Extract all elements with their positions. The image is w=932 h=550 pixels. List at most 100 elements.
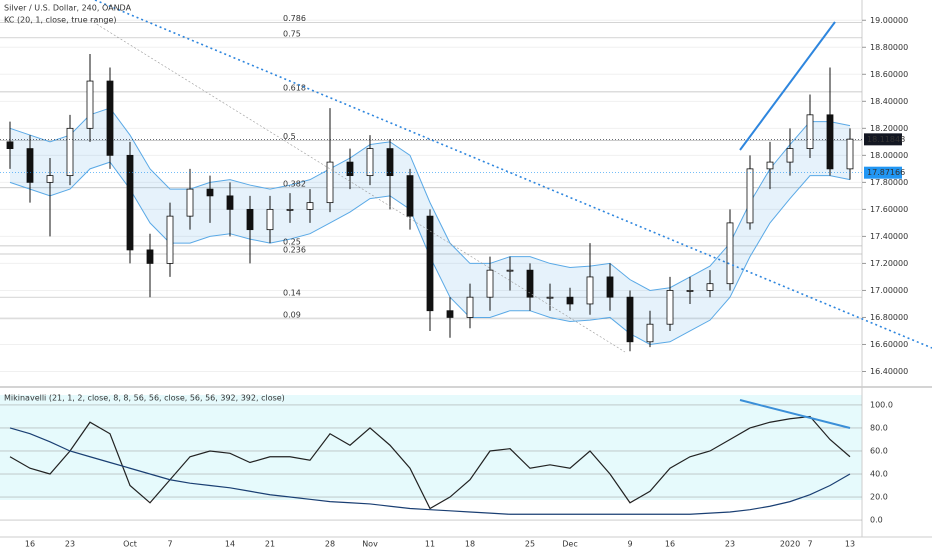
y-tick-label: 18.60000	[870, 70, 908, 79]
fib-label: 0.25	[283, 237, 301, 246]
y-tick-label: 18.80000	[870, 43, 908, 52]
fib-label: 0.75	[283, 29, 301, 38]
y-tick-label: 60.0	[870, 446, 888, 455]
x-tick-label: Oct	[123, 540, 137, 549]
y-tick-label: 40.0	[870, 470, 888, 479]
fib-label: 0.14	[283, 289, 301, 298]
x-tick-label: 25	[525, 540, 535, 549]
oscillator-line	[9, 427, 851, 515]
candle-body	[346, 161, 354, 177]
chart-title: Silver / U.S. Dollar, 240, OANDA	[4, 4, 132, 13]
x-tick-label: 7	[807, 540, 812, 549]
x-tick-label: 9	[627, 540, 632, 549]
candle-body	[626, 296, 634, 343]
candle-body	[306, 202, 314, 210]
y-tick-label: 17.20000	[870, 259, 908, 268]
candle-body	[546, 296, 554, 299]
candle-body	[106, 80, 114, 156]
candle-body	[566, 296, 574, 305]
candle-body	[6, 141, 14, 149]
y-tick-label: 17.80000	[870, 178, 908, 187]
candle-body	[186, 188, 194, 217]
y-tick-label: 18.00000	[870, 151, 908, 160]
candle-body	[46, 175, 54, 183]
fib-label: 0.618	[283, 83, 306, 92]
price-tag	[864, 166, 902, 179]
indicator-label: KC (20, 1, close, true range)	[4, 16, 117, 25]
x-tick-label: 23	[725, 540, 735, 549]
candle-body	[586, 276, 594, 305]
candle-body	[846, 138, 854, 170]
x-tick-label: 16	[25, 540, 35, 549]
x-tick-label: 18	[465, 540, 475, 549]
candle-body	[166, 215, 174, 264]
candle-body	[486, 269, 494, 298]
candle-body	[386, 148, 394, 177]
candle-body	[206, 188, 214, 197]
x-tick-label: Dec	[562, 540, 577, 549]
y-tick-label: 19.00000	[870, 16, 908, 25]
candle-body	[266, 208, 274, 231]
x-tick-label: 2020	[780, 540, 800, 549]
candle-body	[426, 215, 434, 312]
y-tick-label: 16.60000	[870, 340, 908, 349]
price-tag-label: 17.87166	[867, 168, 905, 177]
x-tick-label: 14	[225, 540, 235, 549]
candle-body	[706, 283, 714, 291]
candle-body	[526, 269, 534, 298]
y-tick-label: 16.40000	[870, 367, 908, 376]
trendline-dotted	[94, 0, 932, 349]
y-tick-label: 18.40000	[870, 97, 908, 106]
x-tick-label: 13	[845, 540, 855, 549]
candle-body	[66, 127, 74, 177]
trendline-solid	[739, 21, 836, 151]
candle-body	[146, 249, 154, 264]
candle-body	[746, 168, 754, 224]
y-tick-label: 17.60000	[870, 205, 908, 214]
x-tick-label: 21	[265, 540, 275, 549]
y-tick-label: 17.40000	[870, 232, 908, 241]
candle-body	[506, 269, 514, 272]
candle-body	[286, 208, 294, 211]
oscillator-label: Mikinavelli (21, 1, 2, close, 8, 8, 56, …	[4, 394, 285, 403]
x-tick-label: 28	[325, 540, 335, 549]
candle-body	[806, 114, 814, 149]
y-tick-label: 20.0	[870, 493, 888, 502]
candle-body	[86, 80, 94, 129]
x-tick-label: Nov	[362, 540, 378, 549]
y-tick-label: 18.20000	[870, 124, 908, 133]
candle-body	[686, 290, 694, 292]
x-tick-label: 16	[665, 540, 675, 549]
candle-body	[466, 296, 474, 318]
candle-body	[726, 222, 734, 285]
candle-body	[26, 148, 34, 183]
y-tick-label: 80.0	[870, 423, 888, 432]
candle-body	[826, 114, 834, 170]
price-tag	[864, 133, 902, 146]
candle-body	[326, 161, 334, 204]
fib-label: 0.236	[283, 245, 306, 254]
y-tick-label: 16.80000	[870, 313, 908, 322]
candle-body	[366, 148, 374, 177]
y-tick-label: 100.0	[870, 400, 893, 409]
y-tick-label: 0.0	[870, 516, 883, 525]
candle-body	[646, 323, 654, 343]
oscillator-zone	[0, 395, 862, 500]
candle-body	[606, 276, 614, 298]
channel-upper	[9, 107, 851, 291]
divergence-line	[739, 399, 851, 429]
candle-body	[766, 161, 774, 170]
x-tick-label: 7	[167, 540, 172, 549]
candle-body	[446, 310, 454, 318]
candle-body	[406, 175, 414, 217]
fib-label: 0.09	[283, 310, 301, 319]
x-tick-label: 23	[65, 540, 75, 549]
x-tick-label: 11	[425, 540, 435, 549]
candle-body	[246, 208, 254, 231]
y-tick-label: 17.00000	[870, 286, 908, 295]
fib-label: 0.382	[283, 179, 306, 188]
fib-label: 0.786	[283, 14, 306, 23]
fib-label: 0.5	[283, 132, 296, 141]
fib-anchor-line	[89, 19, 626, 353]
